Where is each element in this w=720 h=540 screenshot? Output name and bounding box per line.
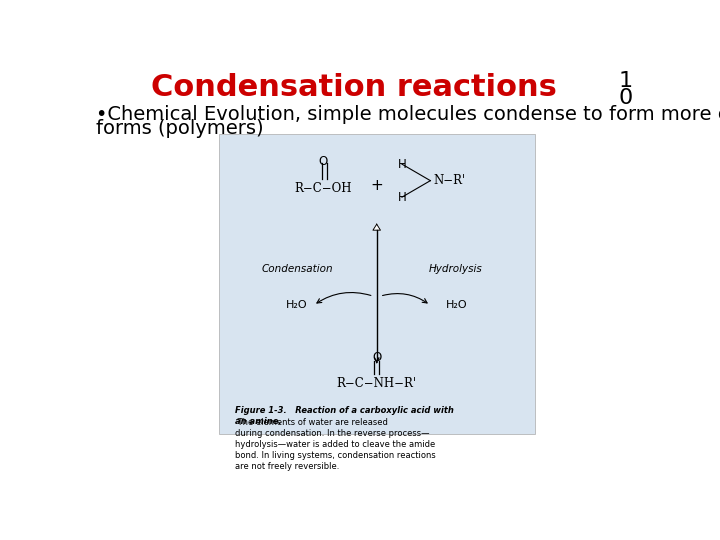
Text: H: H bbox=[397, 191, 406, 204]
Text: Condensation reactions: Condensation reactions bbox=[150, 72, 557, 102]
Text: H: H bbox=[397, 158, 406, 171]
Text: H₂O: H₂O bbox=[286, 300, 307, 310]
Bar bbox=[219, 134, 534, 434]
Text: R−C−OH: R−C−OH bbox=[294, 181, 352, 194]
Text: Hydrolysis: Hydrolysis bbox=[428, 264, 482, 274]
Polygon shape bbox=[373, 224, 380, 230]
Text: R−C−NH−R': R−C−NH−R' bbox=[337, 377, 417, 390]
Text: •Chemical Evolution, simple molecules condense to form more complex: •Chemical Evolution, simple molecules co… bbox=[96, 105, 720, 124]
Text: forms (polymers): forms (polymers) bbox=[96, 119, 264, 138]
Text: 0: 0 bbox=[619, 88, 633, 108]
Text: +: + bbox=[370, 178, 383, 193]
Text: The elements of water are released
during condensation. In the reverse process—
: The elements of water are released durin… bbox=[235, 418, 436, 471]
Text: 1: 1 bbox=[619, 71, 633, 91]
Text: H₂O: H₂O bbox=[446, 300, 468, 310]
Text: O: O bbox=[372, 352, 382, 365]
Text: N−R': N−R' bbox=[433, 174, 466, 187]
Text: Condensation: Condensation bbox=[262, 264, 333, 274]
Text: Figure 1-3.   Reaction of a carboxylic acid with
an amine.: Figure 1-3. Reaction of a carboxylic aci… bbox=[235, 406, 454, 426]
Text: O: O bbox=[318, 154, 328, 167]
